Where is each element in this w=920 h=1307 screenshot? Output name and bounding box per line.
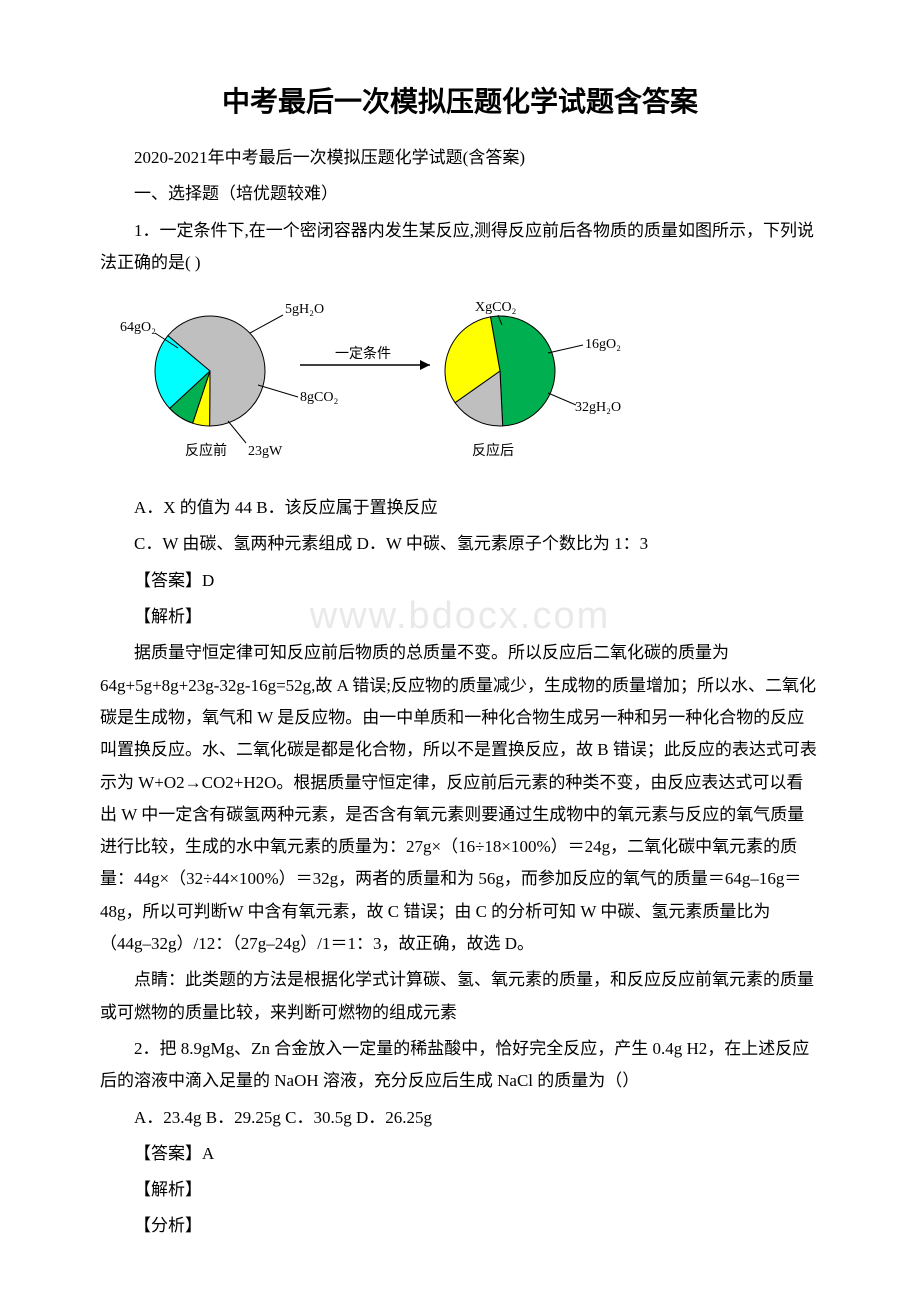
q2-explain-label: 【解析】 xyxy=(100,1174,820,1206)
svg-text:反应后: 反应后 xyxy=(472,442,514,459)
svg-text:反应前: 反应前 xyxy=(185,442,227,459)
q1-explain-label: 【解析】 xyxy=(100,601,820,633)
svg-text:XgCO₂: XgCO₂ xyxy=(475,300,517,315)
svg-text:32gH₂O: 32gH₂O xyxy=(575,400,621,415)
q2-analysis-label: 【分析】 xyxy=(100,1210,820,1242)
q1-stem: 1．一定条件下,在一个密闭容器内发生某反应,测得反应前后各物质的质量如图所示，下… xyxy=(100,215,820,280)
subtitle: 2020-2021年中考最后一次模拟压题化学试题(含答案) xyxy=(100,142,820,174)
page-title: 中考最后一次模拟压题化学试题含答案 xyxy=(100,80,820,120)
q1-answer: 【答案】D xyxy=(100,565,820,597)
svg-text:一定条件: 一定条件 xyxy=(335,345,391,362)
svg-text:64gO₂: 64gO₂ xyxy=(120,320,156,335)
section-heading: 一、选择题（培优题较难） xyxy=(100,178,820,210)
q2-stem: 2．把 8.9gMg、Zn 合金放入一定量的稀盐酸中，恰好完全反应，产生 0.4… xyxy=(100,1033,820,1098)
q2-answer: 【答案】A xyxy=(100,1138,820,1170)
svg-text:23gW: 23gW xyxy=(248,444,283,459)
svg-text:16gO₂: 16gO₂ xyxy=(585,337,621,352)
svg-text:8gCO₂: 8gCO₂ xyxy=(300,390,338,405)
q1-option-ab: A．X 的值为 44 B．该反应属于置换反应 xyxy=(100,492,820,524)
q2-options: A．23.4g B．29.25g C．30.5g D．26.25g xyxy=(100,1102,820,1134)
q1-option-cd: C．W 由碳、氢两种元素组成 D．W 中碳、氢元素原子个数比为 1：3 xyxy=(100,528,820,560)
q1-explain-p2: 点睛：此类题的方法是根据化学式计算碳、氢、氧元素的质量，和反应反应前氧元素的质量… xyxy=(100,964,820,1029)
q1-chart: 64gO₂ 5gH₂O 8gCO₂ 23gW 反应前 一定条件 XgCO₂ 16gO₂ 32gH… xyxy=(100,293,820,478)
q1-explain-p1: 据质量守恒定律可知反应前后物质的总质量不变。所以反应后二氧化碳的质量为64g+5… xyxy=(100,637,820,960)
svg-text:5gH₂O: 5gH₂O xyxy=(285,302,324,317)
